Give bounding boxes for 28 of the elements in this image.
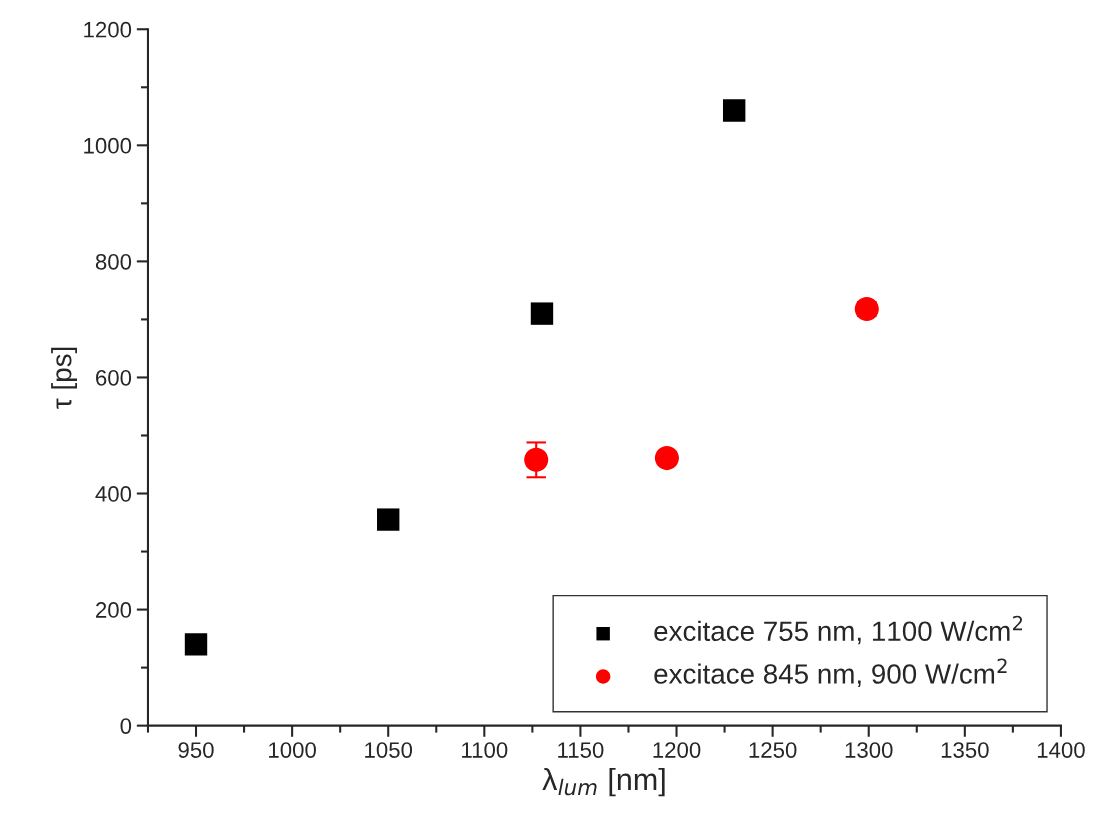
x-tick-label: 1100: [462, 742, 508, 758]
y-tick-label: 800: [95, 253, 132, 270]
x-tick-label: 1350: [941, 742, 989, 758]
x-tick-label: 1400: [1037, 742, 1085, 758]
x-tick-label: 950: [178, 742, 214, 758]
y-tick-label: 1200: [84, 21, 132, 38]
x-axis-title: λ$_{lum}$ [nm]: [542, 767, 665, 797]
x-tick-label: 1000: [269, 742, 316, 758]
y-axis-title: τ [ps]: [51, 347, 77, 409]
point: [854, 296, 879, 321]
point: [377, 508, 400, 531]
point: [524, 447, 549, 472]
legend-label: excitace 845 nm, 900 W/cm$^{2}$: [654, 658, 1007, 688]
y-tick-label: 0: [120, 718, 132, 734]
x-tick-label: 1150: [558, 742, 604, 758]
point: [654, 446, 679, 471]
x-tick-label: 1200: [653, 742, 701, 758]
point: [722, 99, 746, 122]
x-tick-label: 1300: [845, 742, 893, 758]
point: [184, 633, 208, 656]
point: [530, 302, 554, 325]
y-tick-label: 200: [96, 602, 132, 618]
x-tick-label: 1250: [749, 742, 797, 758]
legend-label: excitace 755 nm, 1100 W/cm$^{2}$: [654, 615, 1023, 645]
x-tick-label: 1050: [365, 742, 413, 758]
y-tick-label: 600: [96, 369, 132, 386]
y-tick-label: 400: [95, 486, 132, 502]
y-tick-label: 1000: [84, 137, 132, 154]
